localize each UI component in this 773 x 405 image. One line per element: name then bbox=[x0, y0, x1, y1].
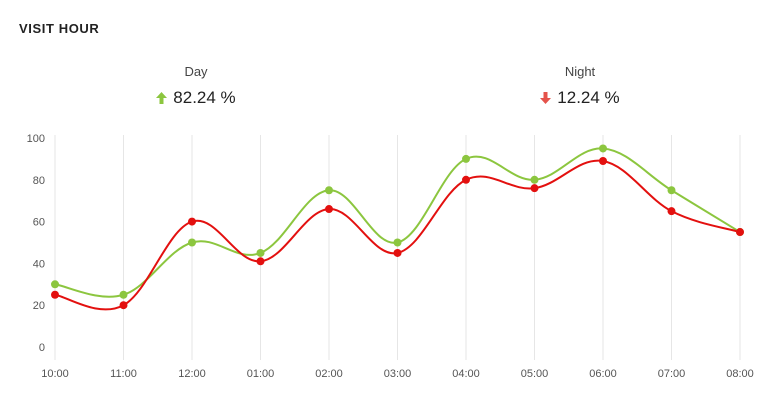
x-tick-label: 11:00 bbox=[110, 368, 137, 380]
x-tick-label: 04:00 bbox=[452, 368, 480, 380]
y-tick-label: 60 bbox=[33, 217, 45, 229]
y-tick-label: 0 bbox=[39, 342, 45, 354]
day-data-point[interactable] bbox=[325, 186, 333, 195]
day-data-point[interactable] bbox=[51, 280, 59, 289]
night-data-point[interactable] bbox=[188, 217, 196, 226]
night-data-point[interactable] bbox=[119, 301, 128, 310]
night-data-point[interactable] bbox=[599, 156, 607, 165]
x-tick-label: 10:00 bbox=[41, 368, 69, 380]
day-stat-label: Day bbox=[184, 64, 208, 79]
day-data-point[interactable] bbox=[188, 238, 196, 247]
night-data-point[interactable] bbox=[393, 248, 402, 257]
night-stat-value: 12.24 % bbox=[557, 88, 620, 107]
y-tick-label: 40 bbox=[33, 258, 45, 270]
x-tick-label: 02:00 bbox=[315, 368, 343, 380]
night-data-point[interactable] bbox=[256, 257, 265, 266]
day-data-point[interactable] bbox=[462, 154, 470, 163]
day-data-point[interactable] bbox=[667, 186, 676, 195]
x-tick-label: 12:00 bbox=[178, 368, 206, 380]
day-stat-value: 82.24 % bbox=[173, 88, 236, 107]
night-stat-label: Night bbox=[564, 64, 596, 79]
night-stat: Night 12.24 % bbox=[480, 64, 680, 108]
y-tick-label: 80 bbox=[33, 175, 45, 187]
night-data-point[interactable] bbox=[667, 207, 676, 216]
x-tick-label: 06:00 bbox=[589, 368, 617, 380]
night-data-point[interactable] bbox=[462, 175, 470, 184]
day-data-point[interactable] bbox=[599, 144, 607, 153]
night-data-point[interactable] bbox=[51, 290, 59, 299]
night-data-point[interactable] bbox=[736, 228, 744, 237]
day-stat: Day 82.24 % bbox=[96, 64, 296, 108]
y-tick-label: 100 bbox=[27, 133, 45, 145]
arrow-down-icon bbox=[540, 92, 552, 104]
arrow-up-icon bbox=[156, 92, 168, 104]
y-tick-label: 20 bbox=[33, 300, 45, 312]
day-data-point[interactable] bbox=[530, 175, 539, 184]
day-data-point[interactable] bbox=[393, 238, 402, 247]
card-title: VISIT HOUR bbox=[19, 21, 100, 36]
day-data-point[interactable] bbox=[119, 290, 128, 299]
night-data-point[interactable] bbox=[530, 184, 539, 193]
day-data-point[interactable] bbox=[256, 248, 265, 257]
x-tick-label: 05:00 bbox=[521, 368, 549, 380]
x-tick-label: 01:00 bbox=[247, 368, 275, 380]
x-tick-label: 03:00 bbox=[384, 368, 412, 380]
x-tick-label: 08:00 bbox=[726, 368, 754, 380]
x-tick-label: 07:00 bbox=[658, 368, 686, 380]
night-data-point[interactable] bbox=[325, 205, 333, 214]
